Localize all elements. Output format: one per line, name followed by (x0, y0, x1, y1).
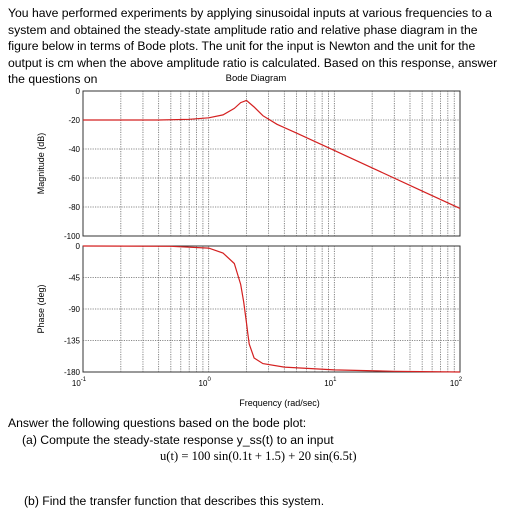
chart-title: Bode Diagram (225, 73, 287, 84)
y-tick-label: -60 (68, 174, 80, 183)
problem-intro-text: You have performed experiments by applyi… (8, 6, 498, 86)
y-tick-label: -100 (64, 232, 81, 241)
y-tick-label: -180 (64, 368, 81, 377)
questions-intro: Answer the following questions based on … (8, 416, 307, 430)
question-a: (a) Compute the steady-state response y_… (22, 433, 334, 447)
x-axis-label: Frequency (rad/sec) (239, 398, 320, 408)
y-tick-label: -40 (68, 145, 80, 154)
plot-frame (82, 245, 461, 373)
phase-series-line (82, 245, 461, 373)
y-tick-label: -135 (64, 337, 81, 346)
x-tick-label: 102 (450, 377, 463, 388)
y-tick-label: -20 (68, 116, 80, 125)
x-tick-label: 10-1 (72, 377, 87, 388)
y-axis-label: Magnitude (dB) (36, 133, 46, 195)
plot-frame (82, 90, 461, 237)
y-tick-label: -80 (68, 203, 80, 212)
y-tick-label: 0 (76, 87, 81, 96)
y-tick-label: -45 (68, 274, 80, 283)
bode-diagram: 0 -20 -40 -60 -80 -100 Magnitude (dB) 0 -45 -90 -1… (36, 87, 463, 408)
y-tick-label: -90 (68, 305, 80, 314)
y-axis-label: Phase (deg) (36, 284, 46, 333)
question-a-equation: u(t) = 100 sin(0.1t + 1.5) + 20 sin(6.5t… (160, 449, 357, 463)
question-b: (b) Find the transfer function that desc… (24, 494, 325, 508)
magnitude-series-line (83, 99, 461, 209)
y-tick-label: 0 (76, 242, 81, 251)
x-tick-label: 101 (324, 377, 337, 388)
x-tick-label: 100 (199, 377, 212, 388)
